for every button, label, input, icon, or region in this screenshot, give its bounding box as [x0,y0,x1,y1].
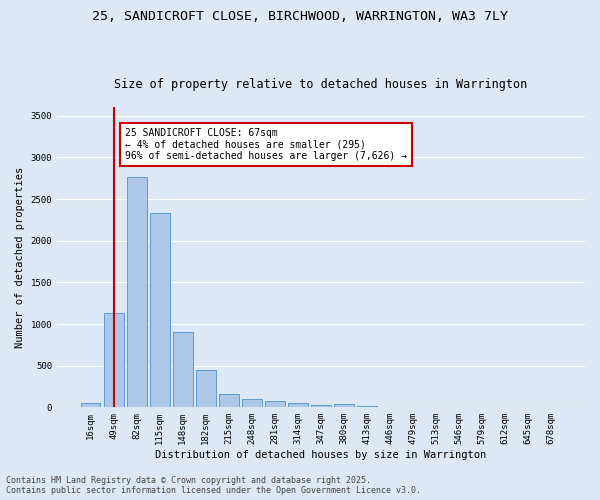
Bar [150,213,170,408]
Bar [288,403,308,407]
X-axis label: Distribution of detached houses by size in Warrington: Distribution of detached houses by size … [155,450,487,460]
Bar [265,400,284,407]
Bar [334,404,354,407]
Text: 25 SANDICROFT CLOSE: 67sqm
← 4% of detached houses are smaller (295)
96% of semi: 25 SANDICROFT CLOSE: 67sqm ← 4% of detac… [125,128,407,162]
Bar [380,406,400,408]
Bar [104,313,124,408]
Bar [242,398,262,407]
Bar [196,370,215,408]
Bar [173,332,193,407]
Bar [81,403,100,407]
Y-axis label: Number of detached properties: Number of detached properties [15,167,25,348]
Title: Size of property relative to detached houses in Warrington: Size of property relative to detached ho… [115,78,527,91]
Bar [311,405,331,407]
Bar [219,394,239,407]
Text: 25, SANDICROFT CLOSE, BIRCHWOOD, WARRINGTON, WA3 7LY: 25, SANDICROFT CLOSE, BIRCHWOOD, WARRING… [92,10,508,23]
Text: Contains HM Land Registry data © Crown copyright and database right 2025.
Contai: Contains HM Land Registry data © Crown c… [6,476,421,495]
Bar [127,176,146,408]
Bar [357,406,377,407]
